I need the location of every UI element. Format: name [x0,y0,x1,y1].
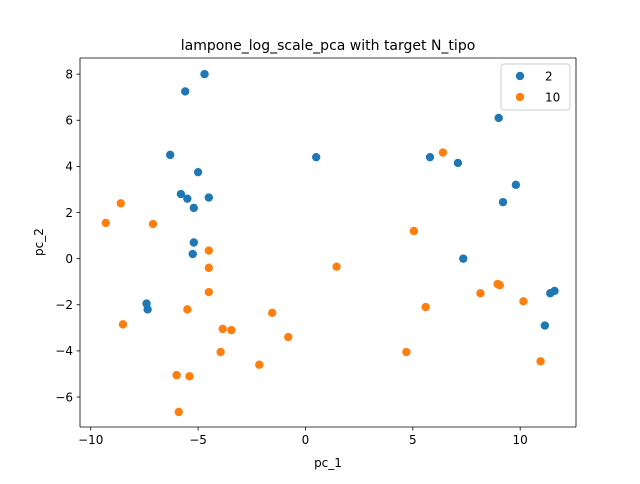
data-point-series-1 [218,324,227,334]
legend-marker [515,71,525,81]
data-point-series-0 [311,152,321,162]
x-tick-label: 5 [409,433,417,447]
legend: 2 10 [500,63,571,111]
data-point-series-0 [176,189,186,199]
data-point-series-0 [425,152,435,162]
data-point-series-1 [118,320,128,329]
data-point-series-1 [185,372,194,381]
data-point-series-1 [227,325,236,335]
data-point-series-1 [183,305,192,314]
data-point-series-0 [189,203,199,213]
legend-label: 2 [545,70,553,84]
data-point-series-0 [511,180,521,190]
data-point-series-1 [116,199,125,208]
legend-items: 2 10 [515,70,560,105]
data-point-series-1 [476,289,485,298]
data-point-series-0 [165,150,175,160]
data-point-series-1 [519,297,528,306]
x-tick-label: 0 [302,433,310,447]
x-tick-label: 10 [513,433,528,447]
x-tick-label: −5 [189,433,207,447]
data-points [101,69,559,417]
y-tick-label: 8 [65,67,73,81]
data-point-series-0 [550,286,559,296]
x-axis-ticks: −10 −5 0 5 10 [78,427,528,447]
y-tick-label: 4 [65,160,73,174]
data-point-series-1 [421,302,430,312]
plot-area [80,58,576,427]
data-point-series-1 [536,357,545,366]
x-tick-label: −10 [78,433,103,447]
chart-title: lampone_log_scale_pca with target N_tipo [181,38,476,54]
data-point-series-0 [181,87,190,96]
data-point-series-0 [540,321,550,330]
y-tick-label: 0 [65,252,73,266]
data-point-series-1 [204,263,214,273]
data-point-series-1 [267,308,277,318]
y-axis-label: pc_2 [32,228,46,256]
data-point-series-0 [459,254,468,263]
data-point-series-1 [332,262,341,271]
y-tick-label: −2 [55,298,73,312]
legend-marker [515,92,525,102]
data-point-series-1 [101,218,110,228]
data-point-series-0 [204,193,214,202]
data-point-series-1 [495,280,504,290]
data-point-series-0 [453,158,463,168]
data-point-series-0 [183,194,192,203]
y-tick-label: −4 [55,344,73,358]
data-point-series-1 [172,370,181,380]
data-point-series-0 [200,69,209,79]
data-point-series-1 [284,332,293,342]
data-point-series-0 [498,197,508,207]
data-point-series-0 [193,167,203,177]
data-point-series-0 [188,249,197,259]
legend-label: 10 [545,91,560,105]
y-tick-label: −6 [55,390,73,404]
data-point-series-0 [189,238,199,247]
y-tick-label: 2 [65,206,73,220]
data-point-series-1 [402,347,411,357]
y-axis-ticks: −6 −4 −2 0 2 4 6 8 [55,67,80,404]
data-point-series-1 [216,347,225,357]
y-tick-label: 6 [65,114,73,128]
data-point-series-0 [494,113,503,123]
data-point-series-0 [143,305,152,314]
data-point-series-1 [204,246,214,255]
x-axis-label: pc_1 [314,456,342,470]
data-point-series-1 [255,360,264,369]
data-point-series-1 [438,148,448,157]
data-point-series-1 [409,226,419,236]
data-point-series-1 [174,407,183,417]
axes: −10 −5 0 5 10 −6 −4 −2 0 2 4 6 8 [55,57,577,447]
data-point-series-1 [204,287,214,297]
data-point-series-1 [148,219,158,229]
